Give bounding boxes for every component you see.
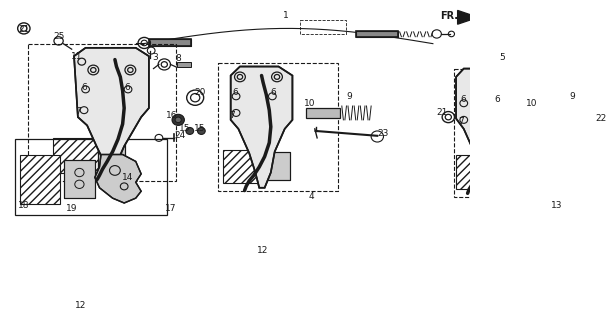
Bar <box>98 141 125 170</box>
Bar <box>53 138 98 172</box>
Text: 9: 9 <box>569 92 575 101</box>
Text: 13: 13 <box>551 201 562 210</box>
Circle shape <box>186 127 193 134</box>
Text: 12: 12 <box>75 301 87 310</box>
Bar <box>15 139 167 215</box>
Bar <box>28 44 176 181</box>
Text: 18: 18 <box>18 201 30 210</box>
Text: 15: 15 <box>179 124 190 133</box>
Bar <box>356 31 398 37</box>
Bar <box>300 20 347 34</box>
Text: 10: 10 <box>526 99 537 108</box>
Text: 7: 7 <box>229 110 235 119</box>
Polygon shape <box>456 68 514 186</box>
Text: 3: 3 <box>152 53 158 62</box>
Polygon shape <box>95 155 141 203</box>
Polygon shape <box>458 10 470 24</box>
Text: 6: 6 <box>125 83 130 92</box>
Polygon shape <box>230 67 292 188</box>
Text: 1: 1 <box>283 12 289 20</box>
Text: 20: 20 <box>194 88 206 97</box>
Text: 10: 10 <box>303 99 315 108</box>
Circle shape <box>175 117 181 123</box>
Bar <box>98 141 125 170</box>
Text: 11: 11 <box>71 52 82 60</box>
Bar <box>455 68 574 197</box>
Text: 4: 4 <box>308 192 314 201</box>
Text: 6: 6 <box>232 88 238 97</box>
Bar <box>499 159 522 188</box>
Text: 21: 21 <box>18 25 30 34</box>
Bar <box>306 108 340 118</box>
Circle shape <box>591 121 599 127</box>
Text: 8: 8 <box>175 54 181 63</box>
Text: 25: 25 <box>53 32 64 41</box>
Text: 7: 7 <box>75 107 81 116</box>
Bar <box>20 155 60 204</box>
Text: 19: 19 <box>66 204 77 213</box>
Text: 6: 6 <box>270 88 276 97</box>
Text: 6: 6 <box>460 95 466 104</box>
Circle shape <box>587 117 603 131</box>
Text: 24: 24 <box>174 131 185 140</box>
Bar <box>149 39 192 46</box>
Bar <box>535 108 565 118</box>
Text: 9: 9 <box>347 92 353 101</box>
Bar <box>149 39 192 46</box>
Text: 21: 21 <box>437 108 448 117</box>
Text: 6: 6 <box>495 95 500 104</box>
Bar <box>356 31 398 37</box>
Text: 5: 5 <box>499 53 505 62</box>
Text: 17: 17 <box>165 204 176 213</box>
Text: FR.: FR. <box>441 11 458 21</box>
Text: 16: 16 <box>166 110 178 119</box>
Bar <box>266 152 290 180</box>
Text: 23: 23 <box>378 129 389 138</box>
Bar <box>456 155 499 189</box>
Circle shape <box>198 127 206 134</box>
Text: 14: 14 <box>122 173 134 182</box>
Bar <box>218 63 338 191</box>
Text: 6: 6 <box>81 83 87 92</box>
Text: 12: 12 <box>257 246 269 255</box>
Text: 15: 15 <box>194 124 206 133</box>
Bar <box>499 159 522 188</box>
Text: 7: 7 <box>458 117 463 126</box>
Bar <box>64 160 95 198</box>
Polygon shape <box>74 48 149 181</box>
Bar <box>223 150 266 183</box>
Bar <box>64 160 95 198</box>
Bar <box>266 152 290 180</box>
Bar <box>177 62 190 67</box>
Text: 22: 22 <box>595 114 607 123</box>
Circle shape <box>172 114 184 125</box>
